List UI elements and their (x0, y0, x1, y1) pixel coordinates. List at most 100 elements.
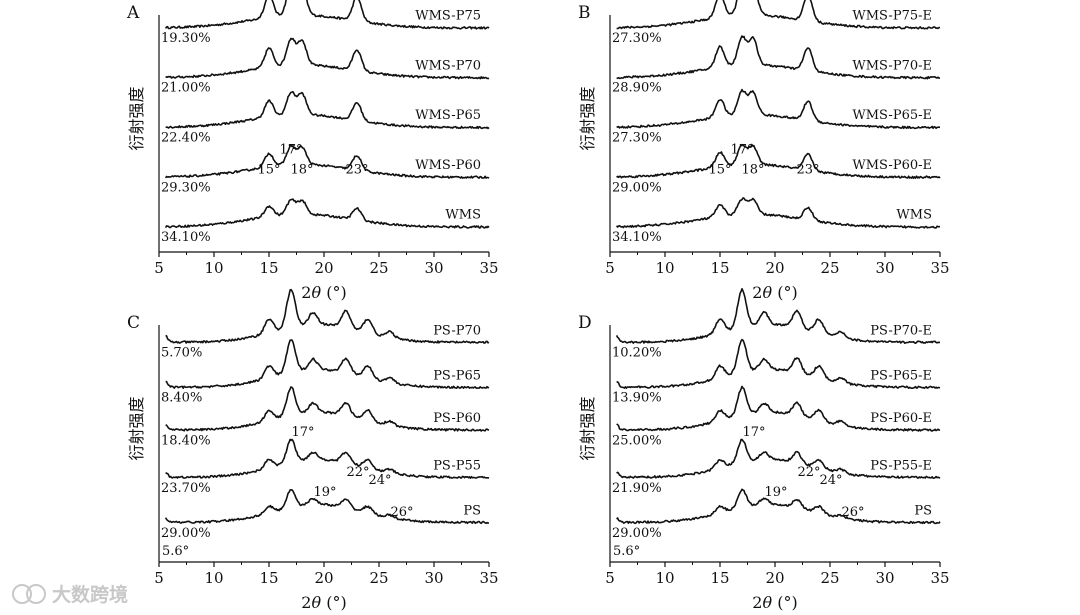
panel-label: A (126, 3, 140, 23)
curve-ps-p55 (165, 438, 490, 479)
x-tick-label: 15 (710, 569, 729, 587)
x-axis-title: 2θ (°) (301, 283, 346, 302)
x-tick-label: 10 (204, 569, 223, 587)
curve-wms-p60-e (616, 143, 941, 179)
peak-annotation: 17° (730, 142, 753, 157)
curve-ps-p55-e (616, 438, 941, 479)
curve-wms (615, 197, 940, 229)
series-label: WMS-P75-E (852, 9, 932, 24)
series-label: WMS-P60 (415, 158, 481, 173)
x-axis-title: 2θ (°) (752, 283, 797, 302)
crystallinity-label: 5.70% (161, 346, 202, 361)
curve-ps-p60-e (616, 385, 940, 432)
curve-ps (616, 488, 941, 525)
series-label: PS-P60-E (870, 411, 932, 426)
x-tick-label: 25 (369, 259, 388, 277)
curve-ps (164, 489, 490, 525)
x-tick-label: 20 (314, 569, 333, 587)
x-tick-label: 5 (605, 259, 615, 277)
peak-annotation: 15° (708, 162, 731, 177)
peak-annotation: 18° (741, 162, 764, 177)
series-label: PS-P65-E (870, 368, 932, 383)
crystallinity-label: 23.70% (161, 481, 211, 496)
series-label: WMS-P65 (415, 108, 481, 123)
peak-annotation: 23° (796, 162, 819, 177)
x-tick-label: 5 (605, 569, 615, 587)
crystallinity-label: 29.00% (161, 526, 211, 541)
x-tick-label: 35 (479, 259, 498, 277)
y-axis-title: 衍射强度 (578, 86, 597, 150)
x-tick-label: 35 (479, 569, 498, 587)
x-tick-label: 20 (765, 259, 784, 277)
crystallinity-label: 27.30% (612, 31, 662, 46)
crystallinity-label: 28.90% (612, 81, 662, 96)
series-label: WMS (896, 208, 932, 223)
series-label: PS-P65 (433, 368, 481, 383)
peak-annotation: 17° (279, 142, 302, 157)
x-tick-label: 25 (820, 259, 839, 277)
series-label: WMS (445, 208, 481, 223)
peak-annotation: 22° (346, 465, 369, 480)
crystallinity-label: 18.40% (161, 433, 211, 448)
series-label: PS-P55 (433, 458, 481, 473)
x-tick-label: 30 (424, 569, 443, 587)
peak-annotation: 15° (257, 162, 280, 177)
curve-wms (164, 198, 490, 229)
crystallinity-label: 13.90% (612, 391, 662, 406)
curve-ps-p65-e (616, 338, 941, 389)
x-tick-label: 35 (930, 569, 949, 587)
peak-annotation: 24° (819, 473, 842, 488)
panel-label: B (578, 3, 591, 23)
curve-wms-p60 (164, 144, 490, 179)
x-axis-title: 2θ (°) (752, 593, 797, 612)
peak-annotation: 26° (390, 505, 413, 520)
curve-ps-p70 (165, 288, 490, 344)
peak-annotation: 19° (313, 485, 336, 500)
curve-wms-p70 (165, 37, 490, 80)
crystallinity-label: 25.00% (612, 433, 662, 448)
series-label: PS-P55-E (870, 458, 932, 473)
x-tick-label: 15 (259, 569, 278, 587)
peak-annotation: 17° (291, 425, 314, 440)
x-tick-label: 10 (655, 259, 674, 277)
crystallinity-label: 34.10% (612, 230, 662, 245)
x-tick-label: 20 (314, 259, 333, 277)
panel-b: 5 10 15 20 25 30 35 2θ (°) 衍射强度 B WMS-P75-E 27.30% W… (578, 0, 950, 302)
x-tick-label: 30 (875, 569, 894, 587)
series-label: WMS-P70-E (852, 58, 932, 73)
curve-wms-p75 (164, 0, 490, 30)
peak-annotation: 5.6° (613, 544, 640, 559)
peak-annotation: 24° (368, 473, 391, 488)
crystallinity-label: 34.10% (161, 230, 211, 245)
crystallinity-label: 8.40% (161, 391, 202, 406)
x-tick-label: 15 (259, 259, 278, 277)
panel-a: 5 10 15 20 25 30 35 2θ (°) 衍射强度 A WMS-P75 19.30% WMS… (126, 0, 499, 302)
crystallinity-label: 19.30% (161, 31, 211, 46)
peak-annotation: 5.6° (162, 544, 189, 559)
curve-wms-p65-e (616, 88, 941, 130)
x-tick-label: 5 (154, 259, 164, 277)
crystallinity-label: 21.90% (612, 481, 662, 496)
peak-annotation: 22° (797, 465, 820, 480)
watermark: 大数跨境 (12, 583, 128, 606)
y-axis-title: 衍射强度 (578, 396, 597, 460)
series-label: WMS-P60-E (852, 158, 932, 173)
peak-annotation: 23° (345, 162, 368, 177)
watermark-text: 大数跨境 (52, 583, 128, 606)
x-axis-title: 2θ (°) (301, 593, 346, 612)
x-tick-label: 30 (875, 259, 894, 277)
crystallinity-label: 29.00% (612, 526, 662, 541)
crystallinity-label: 22.40% (161, 131, 211, 146)
crystallinity-label: 29.30% (161, 180, 211, 195)
series-label: WMS-P70 (415, 58, 481, 73)
crystallinity-label: 29.00% (612, 180, 662, 195)
series-label: PS (463, 503, 481, 518)
crystallinity-label: 10.20% (612, 346, 662, 361)
peak-annotation: 19° (764, 485, 787, 500)
x-tick-label: 15 (710, 259, 729, 277)
series-label: WMS-P75 (415, 9, 481, 24)
curve-wms-p75-e (616, 0, 941, 30)
curve-ps-p70-e (615, 288, 940, 344)
curve-ps-p65 (165, 339, 490, 389)
